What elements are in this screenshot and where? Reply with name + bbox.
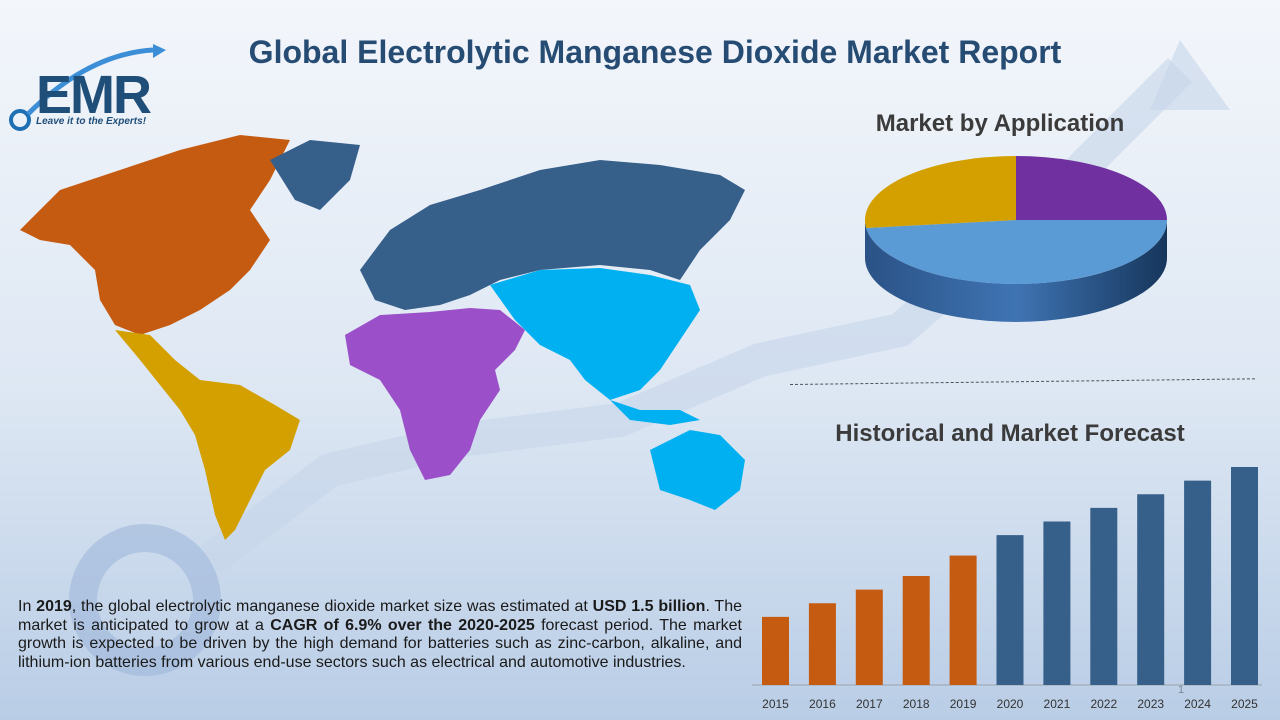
- x-tick-2022: 2022: [1090, 697, 1117, 711]
- bar-2021: [1043, 521, 1071, 685]
- region-latin-america: [115, 330, 300, 540]
- region-indonesia: [610, 400, 700, 425]
- emr-logo: EMR Leave it to the Experts!: [8, 44, 168, 134]
- page-title: Global Electrolytic Manganese Dioxide Ma…: [248, 34, 1062, 70]
- pie-slice-3: [865, 156, 1016, 229]
- x-tick-2025: 2025: [1231, 697, 1258, 711]
- bar-2019: [949, 555, 977, 685]
- bar-2017: [855, 589, 883, 685]
- x-tick-2018: 2018: [903, 697, 930, 711]
- bar-2018: [902, 576, 930, 685]
- region-australia: [650, 430, 745, 510]
- region-europe-russia: [360, 160, 745, 310]
- application-pie-chart: [865, 156, 1167, 322]
- bar-2024: [1184, 480, 1212, 685]
- x-tick-2020: 2020: [997, 697, 1024, 711]
- bar-2023: [1137, 494, 1165, 685]
- bar-2015: [762, 616, 789, 685]
- forecast-bar-chart: 2015 2016 2017 2018 2019 2020 2021 2022 2023 2024…: [752, 467, 1262, 711]
- x-tick-2021: 2021: [1044, 697, 1071, 711]
- world-map: [20, 135, 745, 540]
- market-summary: In 2019, the global electrolytic mangane…: [18, 598, 743, 671]
- region-north-america: [20, 135, 290, 335]
- x-tick-2024: 2024: [1184, 697, 1211, 711]
- bar-2020: [996, 535, 1024, 685]
- region-asia-pacific: [490, 268, 700, 400]
- x-tick-2016: 2016: [809, 697, 836, 711]
- region-greenland: [270, 140, 360, 210]
- bar-2025: [1231, 467, 1258, 685]
- bar-chart-title: Historical and Market Forecast: [835, 420, 1185, 447]
- pie-side-wall: [865, 220, 1167, 322]
- pie-chart-title: Market by Application: [875, 110, 1125, 137]
- pie-slice-1: [1016, 156, 1167, 220]
- page-number: 1: [1178, 684, 1184, 696]
- bar-2022: [1090, 507, 1118, 685]
- logo-arrow-icon: [9, 44, 166, 131]
- x-tick-2017: 2017: [856, 697, 883, 711]
- logo-text: EMR: [36, 65, 152, 125]
- pie-slice-2: [866, 220, 1167, 284]
- bar-2016: [808, 603, 836, 685]
- x-tick-2019: 2019: [950, 697, 977, 711]
- x-tick-2023: 2023: [1137, 697, 1164, 711]
- region-africa-middle-east: [345, 308, 525, 480]
- x-tick-2015: 2015: [762, 697, 789, 711]
- logo-tagline: Leave it to the Experts!: [36, 116, 147, 127]
